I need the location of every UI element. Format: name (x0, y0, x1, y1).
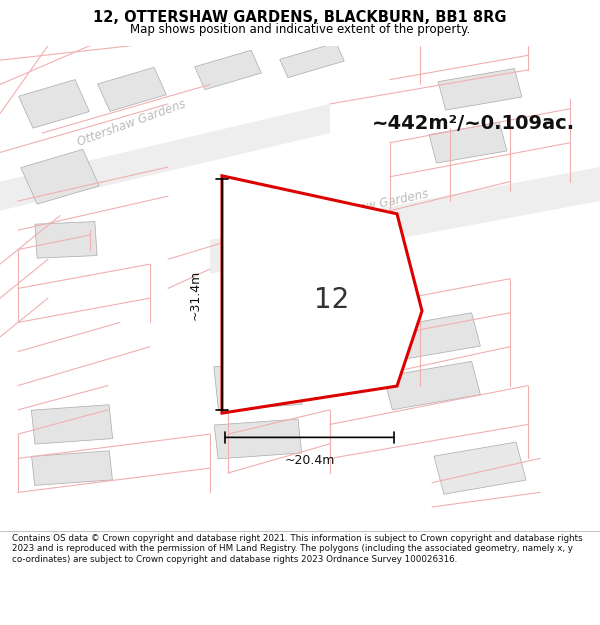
Text: Map shows position and indicative extent of the property.: Map shows position and indicative extent… (130, 22, 470, 36)
Polygon shape (0, 104, 330, 211)
Polygon shape (31, 405, 113, 444)
Polygon shape (98, 68, 166, 111)
Polygon shape (210, 167, 600, 274)
Polygon shape (214, 361, 302, 410)
Polygon shape (35, 222, 97, 258)
Text: Ottershaw Gardens: Ottershaw Gardens (314, 188, 430, 224)
Polygon shape (280, 42, 344, 78)
Polygon shape (383, 361, 481, 410)
Text: ~31.4m: ~31.4m (188, 269, 202, 319)
Text: ~20.4m: ~20.4m (284, 454, 335, 468)
Polygon shape (434, 442, 526, 494)
Text: Ottershaw Gardens: Ottershaw Gardens (76, 98, 188, 149)
Polygon shape (214, 419, 302, 459)
Polygon shape (19, 79, 89, 128)
Polygon shape (21, 149, 99, 204)
Polygon shape (32, 451, 112, 486)
Text: 12, OTTERSHAW GARDENS, BLACKBURN, BB1 8RG: 12, OTTERSHAW GARDENS, BLACKBURN, BB1 8R… (93, 10, 507, 25)
Polygon shape (194, 50, 262, 89)
Polygon shape (222, 176, 422, 413)
Polygon shape (383, 312, 481, 361)
Polygon shape (429, 122, 507, 163)
Text: 12: 12 (314, 286, 350, 314)
Text: ~442m²/~0.109ac.: ~442m²/~0.109ac. (372, 114, 575, 133)
Polygon shape (262, 214, 338, 266)
Polygon shape (438, 69, 522, 110)
Text: Contains OS data © Crown copyright and database right 2021. This information is : Contains OS data © Crown copyright and d… (12, 534, 583, 564)
